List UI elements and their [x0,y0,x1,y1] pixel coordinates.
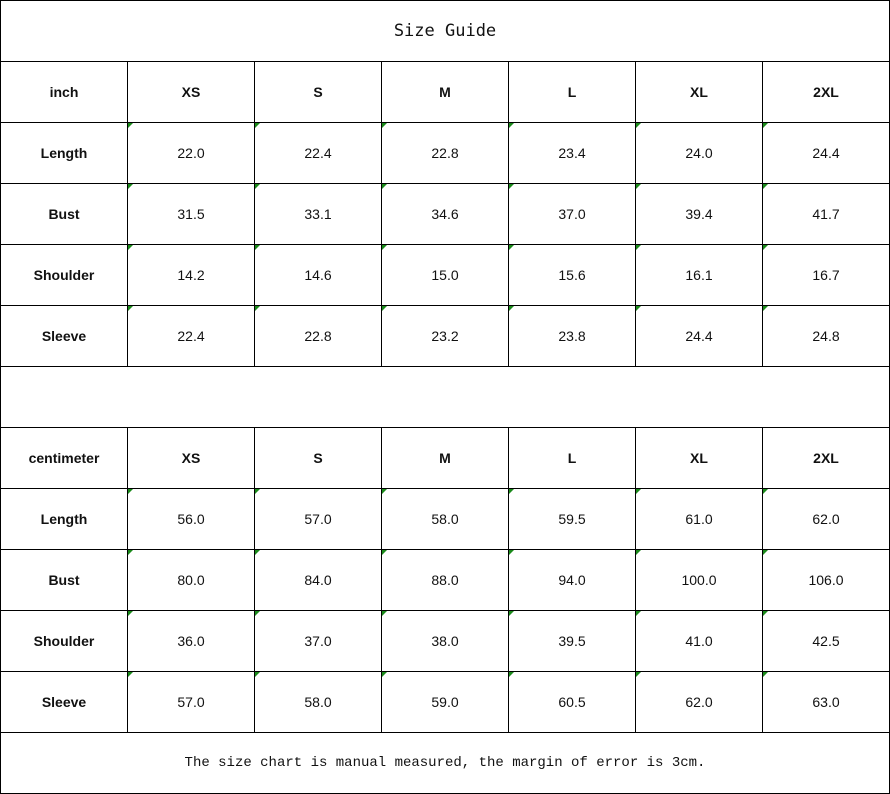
size-header[interactable]: 2XL [762,427,890,489]
size-header[interactable]: XS [127,61,255,123]
spacer-row [0,366,890,428]
value-cell[interactable]: 39.4 [635,183,763,245]
table-row: Sleeve 22.4 22.8 23.2 23.8 24.4 24.8 [0,305,890,367]
value-cell[interactable]: 24.4 [635,305,763,367]
value-cell[interactable]: 14.6 [254,244,382,306]
value-cell[interactable]: 22.8 [254,305,382,367]
value-cell[interactable]: 22.4 [254,122,382,184]
value-cell[interactable]: 31.5 [127,183,255,245]
value-cell[interactable]: 37.0 [508,183,636,245]
value-cell[interactable]: 63.0 [762,671,890,733]
size-header[interactable]: S [254,427,382,489]
measurement-note: The size chart is manual measured, the m… [0,732,890,794]
row-label[interactable]: Bust [0,549,128,611]
size-header[interactable]: XS [127,427,255,489]
value-cell[interactable]: 62.0 [635,671,763,733]
table-row: Shoulder 36.0 37.0 38.0 39.5 41.0 42.5 [0,610,890,672]
value-cell[interactable]: 80.0 [127,549,255,611]
size-header[interactable]: 2XL [762,61,890,123]
value-cell[interactable]: 42.5 [762,610,890,672]
page-title: Size Guide [0,0,890,62]
value-cell[interactable]: 41.7 [762,183,890,245]
table-row: Bust 80.0 84.0 88.0 94.0 100.0 106.0 [0,549,890,611]
value-cell[interactable]: 62.0 [762,488,890,550]
value-cell[interactable]: 57.0 [254,488,382,550]
value-cell[interactable]: 16.7 [762,244,890,306]
size-header[interactable]: L [508,427,636,489]
value-cell[interactable]: 33.1 [254,183,382,245]
value-cell[interactable]: 84.0 [254,549,382,611]
value-cell[interactable]: 15.0 [381,244,509,306]
row-label[interactable]: Length [0,488,128,550]
value-cell[interactable]: 59.5 [508,488,636,550]
value-cell[interactable]: 100.0 [635,549,763,611]
value-cell[interactable]: 60.5 [508,671,636,733]
value-cell[interactable]: 37.0 [254,610,382,672]
value-cell[interactable]: 88.0 [381,549,509,611]
size-header[interactable]: S [254,61,382,123]
table-row: Sleeve 57.0 58.0 59.0 60.5 62.0 63.0 [0,671,890,733]
value-cell[interactable]: 22.8 [381,122,509,184]
size-header[interactable]: XL [635,427,763,489]
value-cell[interactable]: 61.0 [635,488,763,550]
size-header[interactable]: M [381,61,509,123]
value-cell[interactable]: 16.1 [635,244,763,306]
row-label[interactable]: Sleeve [0,671,128,733]
value-cell[interactable]: 57.0 [127,671,255,733]
value-cell[interactable]: 14.2 [127,244,255,306]
value-cell[interactable]: 15.6 [508,244,636,306]
value-cell[interactable]: 22.0 [127,122,255,184]
value-cell[interactable]: 23.4 [508,122,636,184]
value-cell[interactable]: 24.0 [635,122,763,184]
table-row: Length 22.0 22.4 22.8 23.4 24.0 24.4 [0,122,890,184]
unit-header[interactable]: inch [0,61,128,123]
header-row: inch XS S M L XL 2XL [0,61,890,123]
value-cell[interactable]: 23.2 [381,305,509,367]
value-cell[interactable]: 24.4 [762,122,890,184]
row-label[interactable]: Sleeve [0,305,128,367]
value-cell[interactable]: 41.0 [635,610,763,672]
value-cell[interactable]: 58.0 [381,488,509,550]
value-cell[interactable]: 36.0 [127,610,255,672]
value-cell[interactable]: 23.8 [508,305,636,367]
header-row: centimeter XS S M L XL 2XL [0,427,890,489]
table-row: Length 56.0 57.0 58.0 59.5 61.0 62.0 [0,488,890,550]
value-cell[interactable]: 38.0 [381,610,509,672]
value-cell[interactable]: 22.4 [127,305,255,367]
size-header[interactable]: M [381,427,509,489]
row-label[interactable]: Length [0,122,128,184]
value-cell[interactable]: 94.0 [508,549,636,611]
value-cell[interactable]: 34.6 [381,183,509,245]
value-cell[interactable]: 106.0 [762,549,890,611]
row-label[interactable]: Bust [0,183,128,245]
table-row: Shoulder 14.2 14.6 15.0 15.6 16.1 16.7 [0,244,890,306]
size-header[interactable]: L [508,61,636,123]
row-label[interactable]: Shoulder [0,610,128,672]
value-cell[interactable]: 58.0 [254,671,382,733]
value-cell[interactable]: 56.0 [127,488,255,550]
unit-header[interactable]: centimeter [0,427,128,489]
value-cell[interactable]: 59.0 [381,671,509,733]
size-header[interactable]: XL [635,61,763,123]
value-cell[interactable]: 24.8 [762,305,890,367]
value-cell[interactable]: 39.5 [508,610,636,672]
table-row: Bust 31.5 33.1 34.6 37.0 39.4 41.7 [0,183,890,245]
row-label[interactable]: Shoulder [0,244,128,306]
